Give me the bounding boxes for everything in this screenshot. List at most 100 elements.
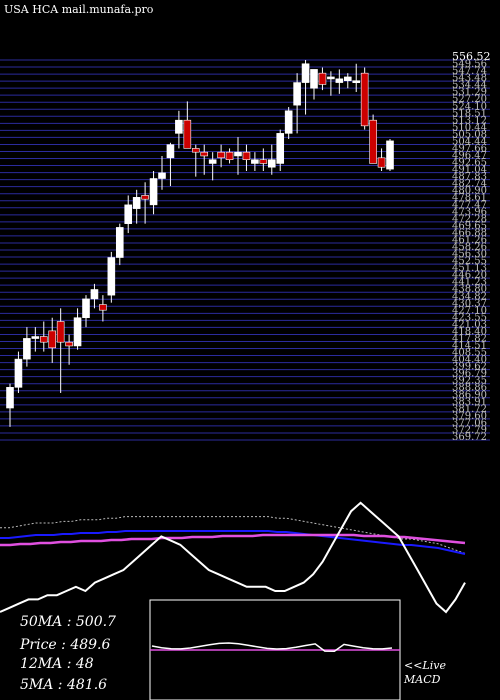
axis-tick-label: 556.52 bbox=[452, 50, 491, 63]
candle-body bbox=[56, 321, 65, 343]
axis-tick-label: 383.91 bbox=[452, 397, 487, 408]
axis-tick-label: 505.08 bbox=[452, 129, 487, 140]
axis-tick-label: 469.65 bbox=[452, 221, 487, 232]
candle-body bbox=[318, 72, 327, 85]
axis-tick-label: 461.26 bbox=[452, 235, 487, 246]
candle-body bbox=[386, 140, 394, 170]
axis-tick-label: 513.12 bbox=[452, 115, 487, 126]
axis-tick-label: 458.26 bbox=[452, 242, 487, 253]
axis-tick-label: 452.55 bbox=[452, 256, 487, 267]
live-label: <<Live bbox=[404, 659, 446, 672]
macd-panel bbox=[150, 642, 400, 652]
axis-tick-label: 491.04 bbox=[452, 165, 487, 176]
candle-body bbox=[6, 387, 14, 409]
candle-body bbox=[259, 159, 268, 164]
candle-body bbox=[132, 197, 141, 209]
axis-tick-label: 510.44 bbox=[452, 122, 487, 133]
axis-tick-label: 417.82 bbox=[452, 333, 487, 344]
axis-tick-label: 408.55 bbox=[452, 348, 487, 359]
price-label: Price : 489.6 bbox=[20, 637, 111, 653]
axis-tick-label: 399.62 bbox=[452, 362, 487, 373]
axis-tick-label: 441.23 bbox=[452, 277, 487, 288]
candle-body bbox=[115, 227, 124, 258]
candle-body bbox=[65, 341, 73, 347]
candle-body bbox=[14, 358, 23, 388]
candle-body bbox=[251, 159, 259, 164]
axis-tick-label: 534.44 bbox=[452, 80, 487, 91]
candle-body bbox=[158, 172, 166, 179]
axis-tick-label: 423.55 bbox=[452, 312, 487, 323]
axis-tick-label: 418.40 bbox=[452, 326, 487, 337]
axis-tick-label: 379.60 bbox=[452, 411, 487, 422]
axis-tick-label: 466.88 bbox=[452, 228, 487, 239]
candle-body bbox=[242, 151, 251, 161]
axis-tick-label: 369.72 bbox=[452, 432, 487, 443]
candle-body bbox=[284, 110, 293, 134]
axis-tick-label: 518.51 bbox=[452, 108, 487, 119]
candle-body bbox=[82, 298, 90, 319]
candle-body bbox=[175, 119, 183, 134]
axis-tick-label: 524.10 bbox=[452, 101, 487, 112]
axis-tick-label: 492.65 bbox=[452, 158, 487, 169]
axis-tick-label: 473.96 bbox=[452, 207, 487, 218]
candle-body bbox=[225, 151, 234, 161]
macd-line bbox=[0, 501, 466, 614]
candle-body bbox=[39, 336, 48, 343]
candle-body bbox=[234, 151, 242, 157]
axis-tick-label: 478.61 bbox=[452, 193, 487, 204]
dotted-ma-line bbox=[0, 516, 466, 554]
axis-tick-label: 377.06 bbox=[452, 418, 487, 429]
candle-body bbox=[343, 76, 352, 81]
axis-tick-label: 543.48 bbox=[452, 73, 487, 84]
candle-body bbox=[183, 119, 192, 149]
candle-body bbox=[293, 82, 301, 106]
axis-tick-label: 497.66 bbox=[452, 143, 487, 154]
candle-body bbox=[208, 159, 217, 164]
axis-tick-label: 386.90 bbox=[452, 390, 487, 401]
candle-body bbox=[335, 78, 344, 83]
candle-body bbox=[48, 330, 57, 349]
axis-tick-label: 388.86 bbox=[452, 383, 487, 394]
candle-body bbox=[217, 151, 225, 159]
axis-tick-label: 549.56 bbox=[452, 59, 487, 70]
candlesticks bbox=[6, 60, 394, 427]
ma12-label: 12MA : 48 bbox=[20, 656, 94, 672]
axis-tick-label: 427.10 bbox=[452, 305, 487, 316]
candle-body bbox=[276, 133, 285, 164]
candle-body bbox=[310, 69, 318, 89]
macd-histogram-line bbox=[151, 642, 393, 652]
candle-body bbox=[360, 72, 369, 127]
axis-tick-label: 396.79 bbox=[452, 369, 487, 380]
axis-tick-label: 456.30 bbox=[452, 249, 487, 260]
candle-body bbox=[301, 63, 310, 83]
candle-body bbox=[90, 289, 99, 300]
candle-body bbox=[124, 204, 133, 224]
price-grid bbox=[0, 59, 490, 441]
axis-tick-label: 487.83 bbox=[452, 172, 487, 183]
candle-body bbox=[369, 119, 377, 164]
candle-body bbox=[191, 148, 200, 153]
fast-ma-line bbox=[0, 530, 466, 555]
axis-tick-label: 381.72 bbox=[452, 404, 487, 415]
axis-tick-label: 414.51 bbox=[452, 341, 487, 352]
candle-body bbox=[141, 195, 149, 200]
price-axis-labels: 556.52549.56547.74543.48534.44531.29527.… bbox=[452, 50, 491, 443]
chart-title: USA HCA mail.munafa.pro bbox=[4, 3, 154, 16]
axis-tick-label: 504.44 bbox=[452, 136, 487, 147]
axis-tick-label: 477.47 bbox=[452, 200, 487, 211]
indicator-panel bbox=[0, 501, 466, 614]
candle-body bbox=[73, 317, 82, 347]
candle-body bbox=[23, 338, 31, 360]
axis-tick-label: 392.35 bbox=[452, 376, 487, 387]
ma5-label: 5MA : 481.6 bbox=[20, 677, 108, 693]
axis-tick-label: 372.79 bbox=[452, 425, 487, 436]
candle-body bbox=[107, 257, 116, 296]
candle-body bbox=[377, 157, 386, 168]
axis-tick-label: 430.37 bbox=[452, 298, 487, 309]
axis-tick-label: 451.13 bbox=[452, 263, 487, 274]
candle-body bbox=[31, 336, 40, 339]
ma50-label: 50MA : 500.7 bbox=[20, 614, 116, 630]
macd-label: MACD bbox=[404, 673, 441, 686]
candle-body bbox=[267, 159, 276, 168]
candle-body bbox=[327, 76, 335, 80]
